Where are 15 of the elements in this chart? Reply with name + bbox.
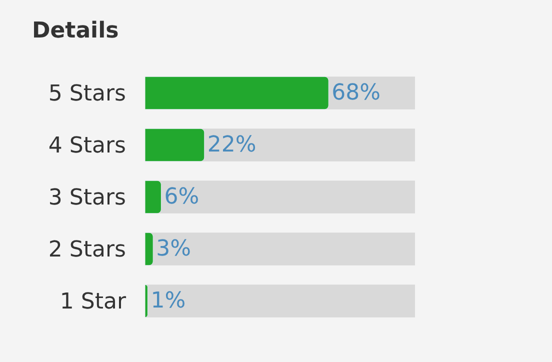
bar	[145, 128, 205, 162]
data-label: 22%	[207, 132, 256, 158]
y-tick-label: 4 Stars	[48, 134, 126, 159]
y-tick-label: 3 Stars	[48, 186, 126, 211]
data-label: 6%	[164, 184, 200, 210]
data-label: 3%	[156, 236, 192, 262]
y-tick-label: 5 Stars	[48, 82, 126, 107]
bar	[145, 284, 148, 318]
data-label: 1%	[150, 288, 186, 314]
bar	[145, 180, 162, 214]
y-tick-label: 1 Star	[60, 290, 127, 315]
y-tick-label: 2 Stars	[48, 238, 126, 263]
data-label: 68%	[332, 80, 381, 106]
chart-title: Details	[32, 18, 119, 44]
bar	[145, 232, 154, 266]
